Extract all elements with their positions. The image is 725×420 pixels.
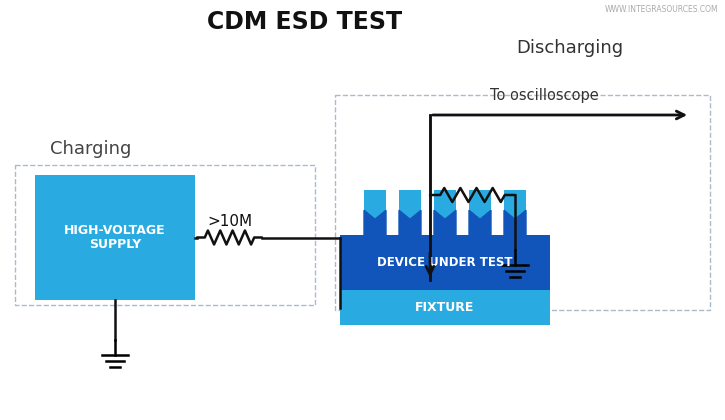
Bar	[399, 190, 421, 235]
Bar	[35, 175, 195, 300]
Polygon shape	[504, 210, 526, 235]
Bar	[15, 165, 315, 305]
Text: HIGH-VOLTAGE
SUPPLY: HIGH-VOLTAGE SUPPLY	[65, 223, 166, 252]
Text: DEVICE UNDER TEST: DEVICE UNDER TEST	[377, 256, 513, 269]
Bar	[340, 290, 550, 325]
Polygon shape	[399, 210, 421, 235]
Polygon shape	[434, 210, 456, 235]
Text: To oscilloscope: To oscilloscope	[490, 88, 599, 103]
Polygon shape	[364, 210, 386, 235]
Text: Charging: Charging	[50, 140, 131, 158]
Bar	[335, 95, 710, 310]
Bar	[364, 190, 386, 235]
Text: FIXTURE: FIXTURE	[415, 301, 475, 314]
Text: >10M: >10M	[207, 214, 252, 229]
Bar	[504, 190, 526, 235]
Text: Discharging: Discharging	[516, 39, 624, 57]
Bar	[434, 190, 456, 235]
Polygon shape	[469, 210, 491, 235]
Text: WWW.INTEGRASOURCES.COM: WWW.INTEGRASOURCES.COM	[605, 5, 718, 15]
Bar	[469, 190, 491, 235]
Bar	[340, 235, 550, 290]
Text: CDM ESD TEST: CDM ESD TEST	[207, 10, 402, 34]
